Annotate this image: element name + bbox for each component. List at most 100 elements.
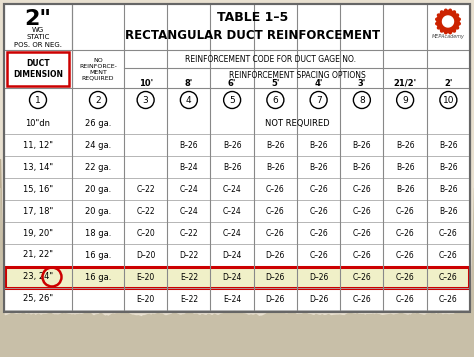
Bar: [7, 52, 69, 86]
Text: D–22: D–22: [179, 251, 199, 260]
Text: C–26: C–26: [439, 295, 458, 303]
Text: C–26: C–26: [266, 228, 285, 237]
Circle shape: [181, 91, 197, 109]
Text: C–26: C–26: [353, 295, 371, 303]
Text: B–26: B–26: [396, 141, 414, 150]
Text: 16 ga.: 16 ga.: [85, 272, 111, 282]
Text: 18 ga.: 18 ga.: [85, 228, 111, 237]
Text: D–26: D–26: [266, 295, 285, 303]
Text: 10': 10': [138, 79, 153, 87]
Circle shape: [137, 91, 154, 109]
Text: E–24: E–24: [223, 295, 241, 303]
Text: WG
STATIC
POS. OR NEG.: WG STATIC POS. OR NEG.: [14, 27, 62, 47]
Circle shape: [440, 91, 457, 109]
Text: 6': 6': [228, 79, 237, 87]
Text: C–26: C–26: [309, 228, 328, 237]
Text: D–26: D–26: [266, 272, 285, 282]
Text: C–26: C–26: [396, 206, 414, 216]
Text: C–26: C–26: [309, 206, 328, 216]
Text: B–26: B–26: [266, 162, 285, 171]
Text: 19, 20": 19, 20": [23, 228, 53, 237]
Text: C–22: C–22: [137, 185, 155, 193]
Text: B–26: B–26: [396, 185, 414, 193]
Text: D–26: D–26: [266, 251, 285, 260]
Text: C–24: C–24: [223, 185, 241, 193]
Text: 11, 12": 11, 12": [23, 141, 53, 150]
Text: 3: 3: [143, 96, 148, 105]
Text: 13, 14": 13, 14": [23, 162, 53, 171]
Text: C–26: C–26: [439, 228, 458, 237]
Text: 10: 10: [443, 96, 454, 105]
Text: 25, 26": 25, 26": [23, 295, 53, 303]
Circle shape: [354, 91, 370, 109]
Text: 5': 5': [271, 79, 280, 87]
Text: 23, 24": 23, 24": [23, 272, 53, 282]
Text: C–26: C–26: [439, 272, 458, 282]
Text: B–26: B–26: [439, 162, 458, 171]
Circle shape: [29, 91, 46, 109]
Text: 10"dn: 10"dn: [26, 119, 51, 127]
Text: B–26: B–26: [266, 141, 285, 150]
Text: B–26: B–26: [180, 141, 198, 150]
Text: D–20: D–20: [136, 251, 155, 260]
Text: 8: 8: [359, 96, 365, 105]
Text: B–26: B–26: [310, 141, 328, 150]
Text: D–26: D–26: [309, 272, 328, 282]
Text: B–26: B–26: [223, 162, 241, 171]
Text: 17, 18": 17, 18": [23, 206, 53, 216]
Text: 2: 2: [95, 96, 101, 105]
Bar: [5, 266, 469, 287]
Text: 21/2': 21/2': [393, 79, 417, 87]
Text: E–20: E–20: [137, 272, 155, 282]
Text: C–22: C–22: [180, 228, 198, 237]
Text: NO
REINFORCE-
MENT
REQUIRED: NO REINFORCE- MENT REQUIRED: [79, 57, 117, 80]
Text: C–26: C–26: [266, 185, 285, 193]
Text: E–22: E–22: [180, 272, 198, 282]
Polygon shape: [436, 9, 460, 34]
Text: 24 ga.: 24 ga.: [85, 141, 111, 150]
Circle shape: [224, 91, 241, 109]
Text: D–26: D–26: [309, 295, 328, 303]
Text: C–26: C–26: [353, 251, 371, 260]
Text: C–26: C–26: [396, 251, 414, 260]
Text: C–26: C–26: [396, 295, 414, 303]
Text: 4: 4: [186, 96, 191, 105]
Text: 22 ga.: 22 ga.: [85, 162, 111, 171]
Text: RECTANGULAR DUCT REINFORCEMENT: RECTANGULAR DUCT REINFORCEMENT: [126, 29, 381, 42]
Text: C–26: C–26: [309, 251, 328, 260]
Text: C–24: C–24: [223, 228, 241, 237]
Text: D–24: D–24: [222, 272, 242, 282]
Circle shape: [90, 91, 107, 109]
Text: C–20: C–20: [136, 228, 155, 237]
Circle shape: [310, 91, 327, 109]
Bar: [4, 4, 470, 312]
Text: B–26: B–26: [353, 141, 371, 150]
Text: 8': 8': [185, 79, 193, 87]
Text: 16 ga.: 16 ga.: [85, 251, 111, 260]
Bar: [4, 4, 470, 312]
Text: C–22: C–22: [137, 206, 155, 216]
Text: TABLE 1–5: TABLE 1–5: [218, 11, 289, 24]
Text: 26 ga.: 26 ga.: [85, 119, 111, 127]
Text: 6: 6: [273, 96, 278, 105]
Text: E–20: E–20: [137, 295, 155, 303]
Text: C–26: C–26: [396, 228, 414, 237]
Text: E–22: E–22: [180, 295, 198, 303]
Text: NOT REQUIRED: NOT REQUIRED: [264, 119, 329, 127]
Text: C–26: C–26: [353, 185, 371, 193]
Text: 2': 2': [444, 79, 453, 87]
Text: DUCT
DIMENSION: DUCT DIMENSION: [13, 59, 63, 79]
Circle shape: [397, 91, 414, 109]
Text: B–26: B–26: [310, 162, 328, 171]
Text: C–26: C–26: [309, 185, 328, 193]
Text: C–26: C–26: [353, 272, 371, 282]
Text: C–24: C–24: [180, 206, 198, 216]
Text: B–26: B–26: [353, 162, 371, 171]
Text: B–26: B–26: [396, 162, 414, 171]
Text: B–26: B–26: [439, 185, 458, 193]
Text: 20 ga.: 20 ga.: [85, 206, 111, 216]
Text: B–24: B–24: [180, 162, 198, 171]
Text: B–26: B–26: [223, 141, 241, 150]
Text: REINFORCEMENT CODE FOR DUCT GAGE NO.: REINFORCEMENT CODE FOR DUCT GAGE NO.: [185, 55, 356, 64]
Text: C–24: C–24: [223, 206, 241, 216]
